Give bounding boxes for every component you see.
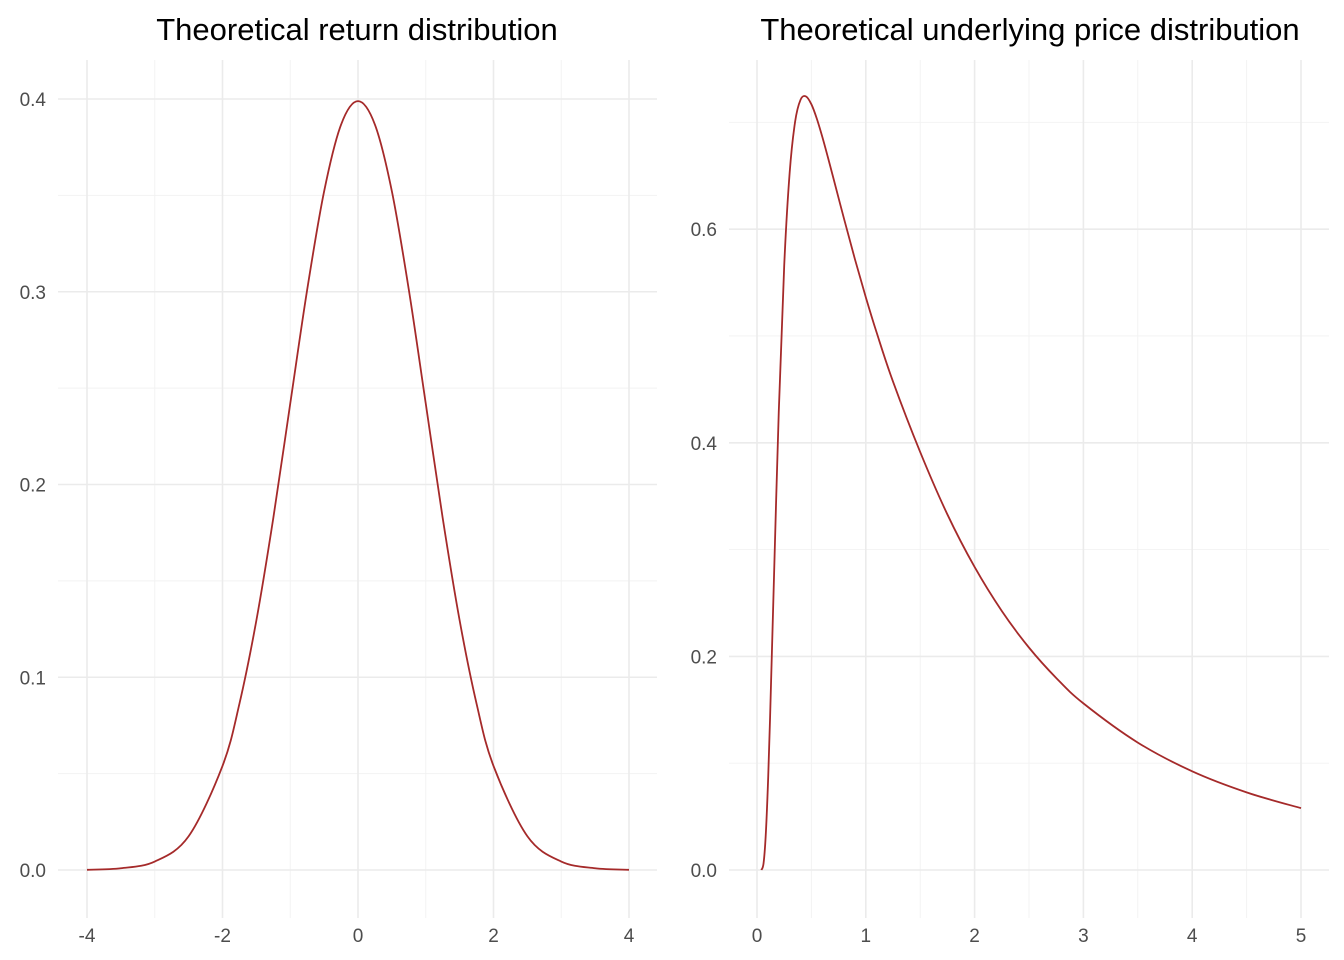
- price-distribution-density-line: [760, 95, 1302, 871]
- price-distribution-panel: Theoretical underlying price distributio…: [691, 12, 1329, 947]
- price-distribution-x-axis: 0 1 2 3 4 5: [752, 926, 1307, 947]
- return-distribution-y-tick-label: 0.1: [20, 668, 46, 689]
- return-distribution-x-tick-label: 4: [624, 926, 635, 947]
- return-distribution-y-tick-label: 0.3: [20, 283, 46, 304]
- return-distribution-density-line: [86, 100, 630, 871]
- price-distribution-x-tick-label: 4: [1187, 926, 1198, 947]
- return-distribution-y-axis: 0.0 0.1 0.2 0.3 0.4: [20, 90, 47, 882]
- price-distribution-y-tick-label: 0.2: [691, 647, 717, 668]
- price-distribution-x-tick-label: 5: [1296, 926, 1307, 947]
- return-distribution-y-tick-label: 0.0: [20, 861, 46, 882]
- price-distribution-x-tick-label: 3: [1078, 926, 1089, 947]
- price-distribution-title: Theoretical underlying price distributio…: [760, 12, 1299, 47]
- price-distribution-y-tick-label: 0.0: [691, 861, 717, 882]
- return-distribution-y-tick-label: 0.2: [20, 476, 46, 497]
- price-distribution-grid: [729, 60, 1329, 918]
- price-distribution-y-tick-label: 0.6: [691, 220, 717, 241]
- price-distribution-y-tick-label: 0.4: [691, 434, 718, 455]
- price-distribution-x-tick-label: 1: [861, 926, 872, 947]
- price-distribution-x-tick-label: 0: [752, 926, 763, 947]
- return-distribution-title: Theoretical return distribution: [156, 12, 557, 47]
- return-distribution-x-tick-label: -2: [214, 926, 231, 947]
- return-distribution-x-tick-label: 0: [353, 926, 364, 947]
- return-distribution-grid: [58, 60, 657, 918]
- price-distribution-y-axis: 0.0 0.2 0.4 0.6: [691, 220, 718, 882]
- return-distribution-x-tick-label: 2: [488, 926, 499, 947]
- return-distribution-x-axis: -4 -2 0 2 4: [79, 926, 635, 947]
- return-distribution-panel: Theoretical return distribution -4 -2 0 2 4 …: [20, 12, 657, 947]
- return-distribution-x-tick-label: -4: [79, 926, 96, 947]
- price-distribution-x-tick-label: 2: [969, 926, 980, 947]
- return-distribution-y-tick-label: 0.4: [20, 90, 47, 111]
- return-distribution-curves: [86, 100, 630, 871]
- price-distribution-curves: [760, 95, 1302, 871]
